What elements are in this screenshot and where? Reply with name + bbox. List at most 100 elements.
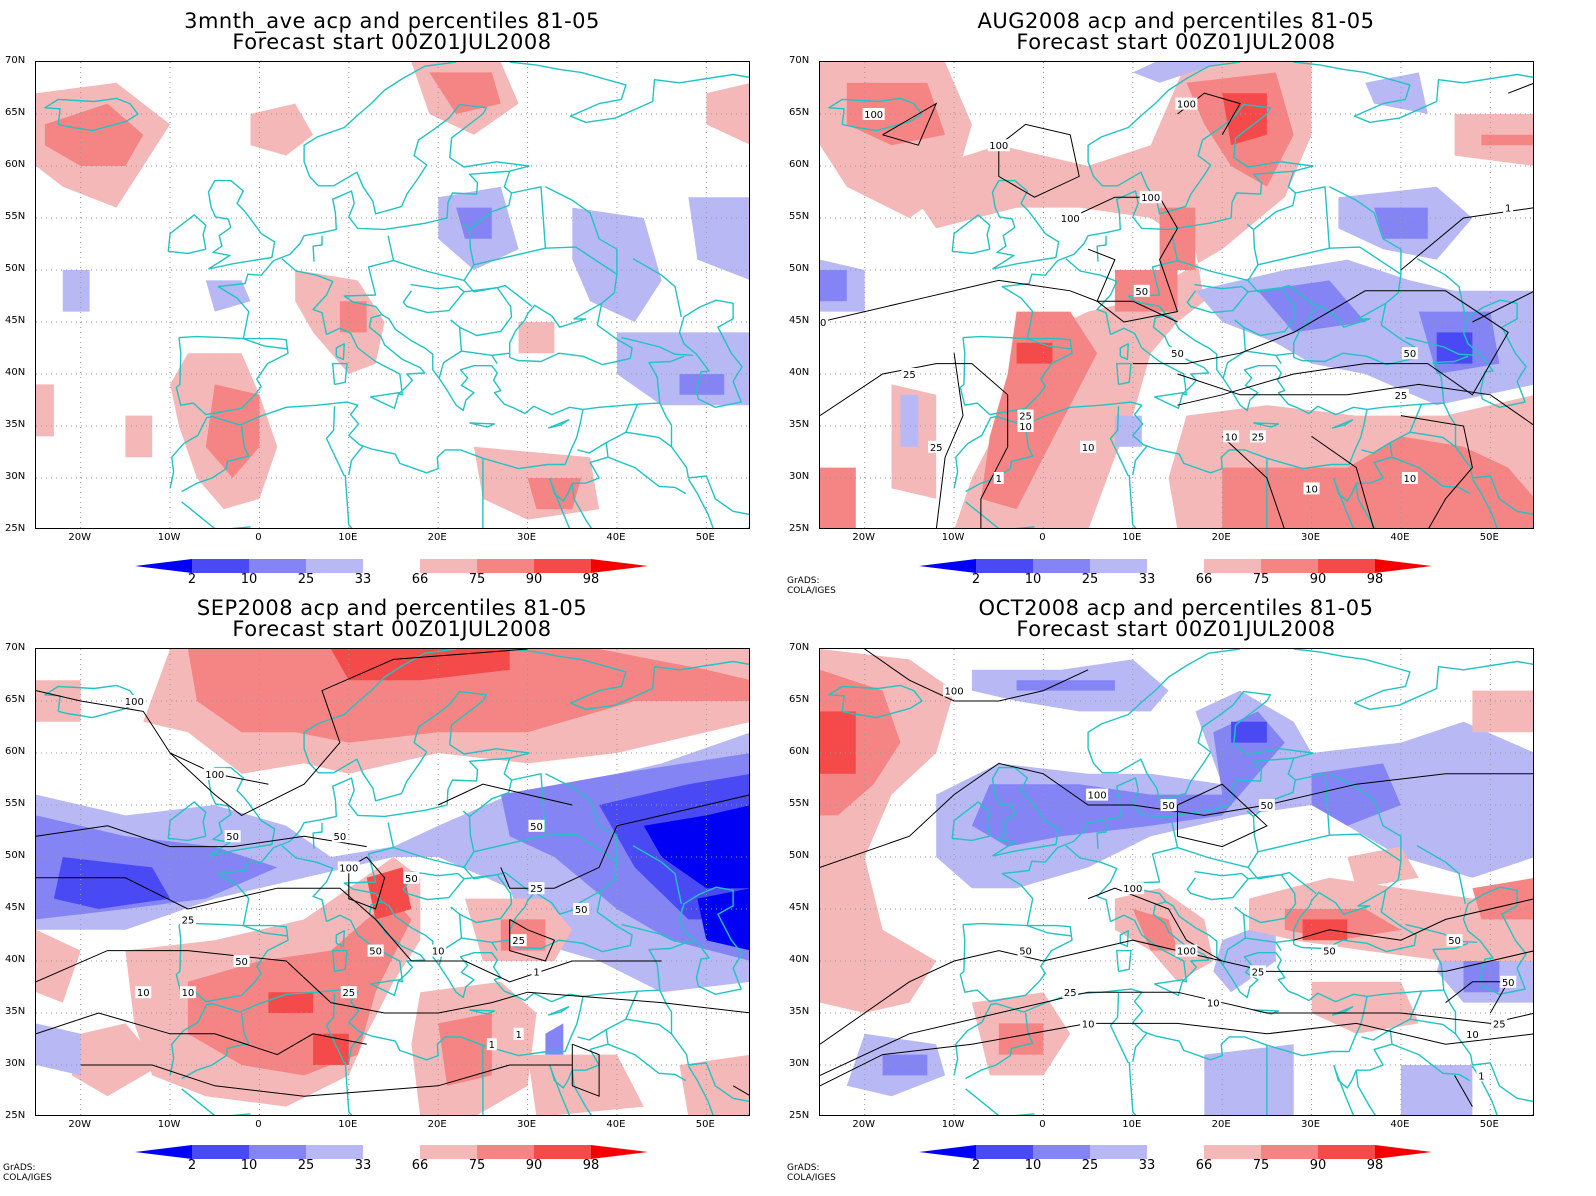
colorbar-arrow-right (591, 559, 648, 573)
coastlines (828, 62, 1533, 528)
colorbar-graphic (919, 1145, 1432, 1159)
anomaly-red-mid (1222, 436, 1533, 528)
colorbar-segment (477, 1145, 534, 1159)
contour-line (36, 1012, 367, 1056)
anomaly-blue-mid (1374, 207, 1428, 239)
anomaly-red-mid (820, 467, 856, 528)
contour-label: 50 (405, 874, 418, 885)
lat-tick-label: 55N (5, 798, 26, 809)
anomaly-blue-mid (882, 1054, 928, 1076)
contour-label-bg (531, 965, 542, 978)
colorbar-label: 25 (1081, 572, 1099, 587)
contour-label-bg (340, 986, 357, 999)
colorbar-label: 66 (411, 572, 429, 587)
colorbar-label: 66 (1195, 1158, 1213, 1173)
colorbar-label: 98 (1366, 1158, 1384, 1173)
contour-line (1132, 290, 1509, 406)
contour-label-bg (1401, 347, 1418, 360)
colorbar-label: 10 (1024, 1158, 1042, 1173)
anomaly-red-strong (366, 867, 412, 920)
lon-tick-label: 30E (517, 532, 537, 543)
contour-line (36, 825, 367, 848)
anomaly-red-strong (1302, 919, 1348, 941)
colorbar-label: 90 (1309, 1158, 1327, 1173)
colorbar: 2 10 25 33 66 75 90 98 (135, 1143, 655, 1181)
colorbar-label: 75 (468, 1158, 486, 1173)
colorbar-label: 98 (582, 1158, 600, 1173)
contour-line (935, 353, 964, 528)
lon-tick-label: 20W (852, 532, 875, 543)
panel-title-line1: OCT2008 acp and percentiles 81-05 (978, 596, 1374, 620)
contour-line (882, 102, 938, 146)
contour-label: 25 (342, 988, 355, 999)
contour-label-bg (203, 767, 226, 780)
contour-label-bg (486, 1038, 497, 1051)
contour-line (509, 918, 556, 962)
lon-tick-label: 40E (606, 1119, 626, 1130)
contour-line (1177, 783, 1268, 848)
contour-label-bg (1086, 788, 1109, 801)
lon-tick-label: 10E (1122, 1119, 1142, 1130)
lat-tick-label: 25N (5, 1110, 26, 1121)
contour-label-bg (179, 986, 196, 999)
grads-credit: GrADS: COLA/IGES (787, 1163, 836, 1183)
lat-tick-label: 35N (5, 419, 26, 430)
grid-lines (36, 649, 749, 1115)
contour-label: 50 (1404, 349, 1417, 360)
lat-tick-label: 60N (789, 159, 810, 170)
contour-label: 25 (1493, 1019, 1506, 1030)
colorbar-arrow-left (135, 559, 192, 573)
lon-tick-label: 20W (68, 532, 91, 543)
coastlines (828, 649, 1533, 1115)
contour-label: 10 (1207, 999, 1220, 1010)
lon-tick-label: 20E (427, 1119, 447, 1130)
lat-tick-label: 30N (5, 1058, 26, 1069)
contour-label: 50 (1323, 947, 1336, 958)
contour-label: 100 (1141, 193, 1160, 204)
contour-label-bg (1169, 347, 1186, 360)
anomaly-red-mid (1159, 207, 1196, 270)
contour-label: 1 (1505, 204, 1511, 215)
contour-label-bg (820, 316, 828, 328)
contour-label: 25 (903, 370, 916, 381)
map-plot-area: 100 100 100 100 50 50 50 50 50 50 25 25 25 10 10 10 1 (819, 648, 1534, 1116)
anomaly-red-mid (998, 1023, 1044, 1055)
lat-tick-label: 30N (789, 471, 810, 482)
contour-label: 25 (182, 915, 195, 926)
contour-label: 10 (432, 947, 445, 958)
contour-line (820, 991, 1533, 1076)
contour-label: 10 (1404, 474, 1417, 485)
colorbar-arrow-right (591, 1145, 648, 1159)
grid-lines (36, 62, 749, 528)
anomaly-blue-light (1400, 1065, 1473, 1115)
lat-tick-label: 70N (5, 642, 26, 653)
colorbar-graphic (135, 559, 648, 573)
lon-tick-label: 20E (1211, 532, 1231, 543)
lat-tick-label: 25N (789, 523, 810, 534)
contour-label: 50 (369, 947, 382, 958)
contour-label-bg (928, 440, 945, 453)
contour-label: 50 (1502, 978, 1515, 989)
lat-tick-label: 65N (5, 694, 26, 705)
contour-label: 10 (182, 988, 195, 999)
lon-tick-label: 20E (427, 532, 447, 543)
colorbar-segment (420, 1145, 477, 1159)
contour-line (1472, 291, 1533, 323)
map-plot-area (35, 61, 750, 529)
colorbar-segment (249, 1145, 306, 1159)
contour-label-bg (1491, 1017, 1508, 1030)
contour-line (80, 1064, 573, 1097)
map-canvas: 100 100 100 100 50 50 50 50 50 50 25 25 25 10 10 10 1 (820, 649, 1533, 1115)
anomaly-red-light (36, 384, 54, 437)
contour-line (36, 877, 662, 983)
colorbar-label: 75 (1252, 572, 1270, 587)
lat-tick-label: 60N (5, 746, 26, 757)
anomaly-blue-mid (545, 1023, 564, 1055)
lat-tick-label: 35N (789, 419, 810, 430)
contour-label: 50 (530, 822, 543, 833)
contour-label-bg (528, 819, 545, 832)
contour-label: 100 (864, 110, 883, 121)
contour-label: 50 (334, 832, 347, 843)
anomaly-blue-mid (971, 711, 1285, 847)
contour-line (1221, 436, 1285, 528)
